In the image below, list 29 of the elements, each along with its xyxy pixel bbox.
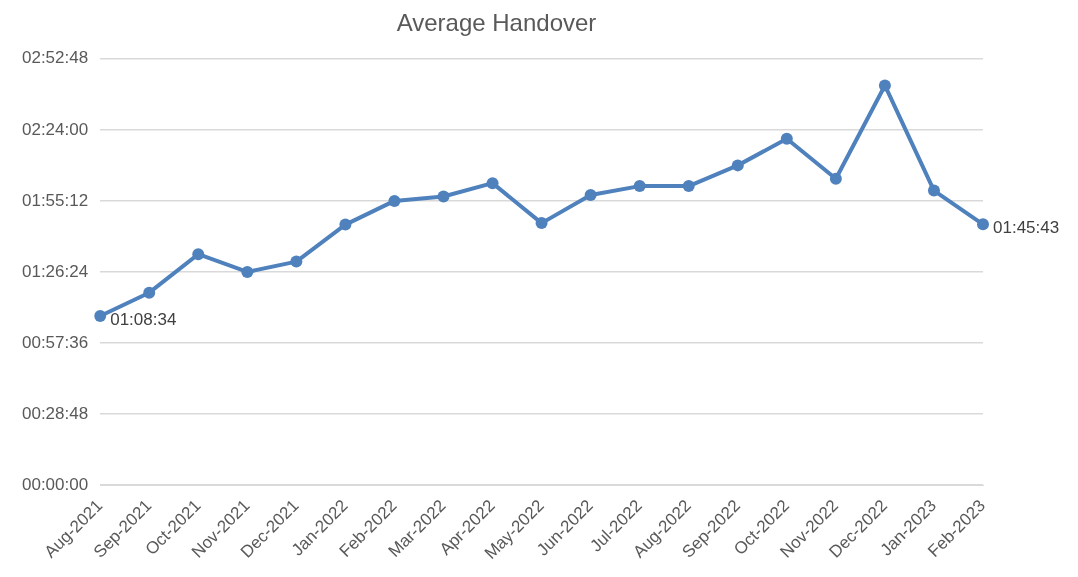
point — [829, 172, 842, 185]
point — [339, 218, 352, 231]
point — [977, 218, 989, 231]
y-tick-label: 02:24:00 — [21, 119, 89, 139]
point — [682, 180, 695, 193]
data-label: 01:08:34 — [110, 309, 177, 329]
point — [388, 194, 401, 207]
y-tick-label: 00:57:36 — [21, 332, 89, 352]
point — [290, 255, 303, 268]
point — [780, 132, 793, 145]
point — [927, 184, 940, 197]
point — [437, 190, 450, 203]
y-tick-label: 00:00:00 — [21, 474, 89, 494]
y-tick-label: 01:26:24 — [21, 261, 89, 281]
y-tick-label: 00:28:48 — [21, 403, 89, 423]
point — [535, 217, 548, 230]
point — [878, 79, 891, 92]
data-label: 01:45:43 — [993, 218, 1060, 237]
point — [94, 309, 107, 322]
y-tick-label: 02:52:48 — [21, 48, 89, 68]
point — [486, 177, 499, 190]
point — [143, 286, 156, 299]
point — [192, 248, 205, 261]
chart-title: Average Handover — [396, 9, 597, 37]
point — [731, 159, 744, 172]
point — [584, 188, 597, 201]
point — [633, 180, 646, 193]
y-tick-label: 01:55:12 — [21, 190, 89, 210]
point — [241, 265, 254, 278]
